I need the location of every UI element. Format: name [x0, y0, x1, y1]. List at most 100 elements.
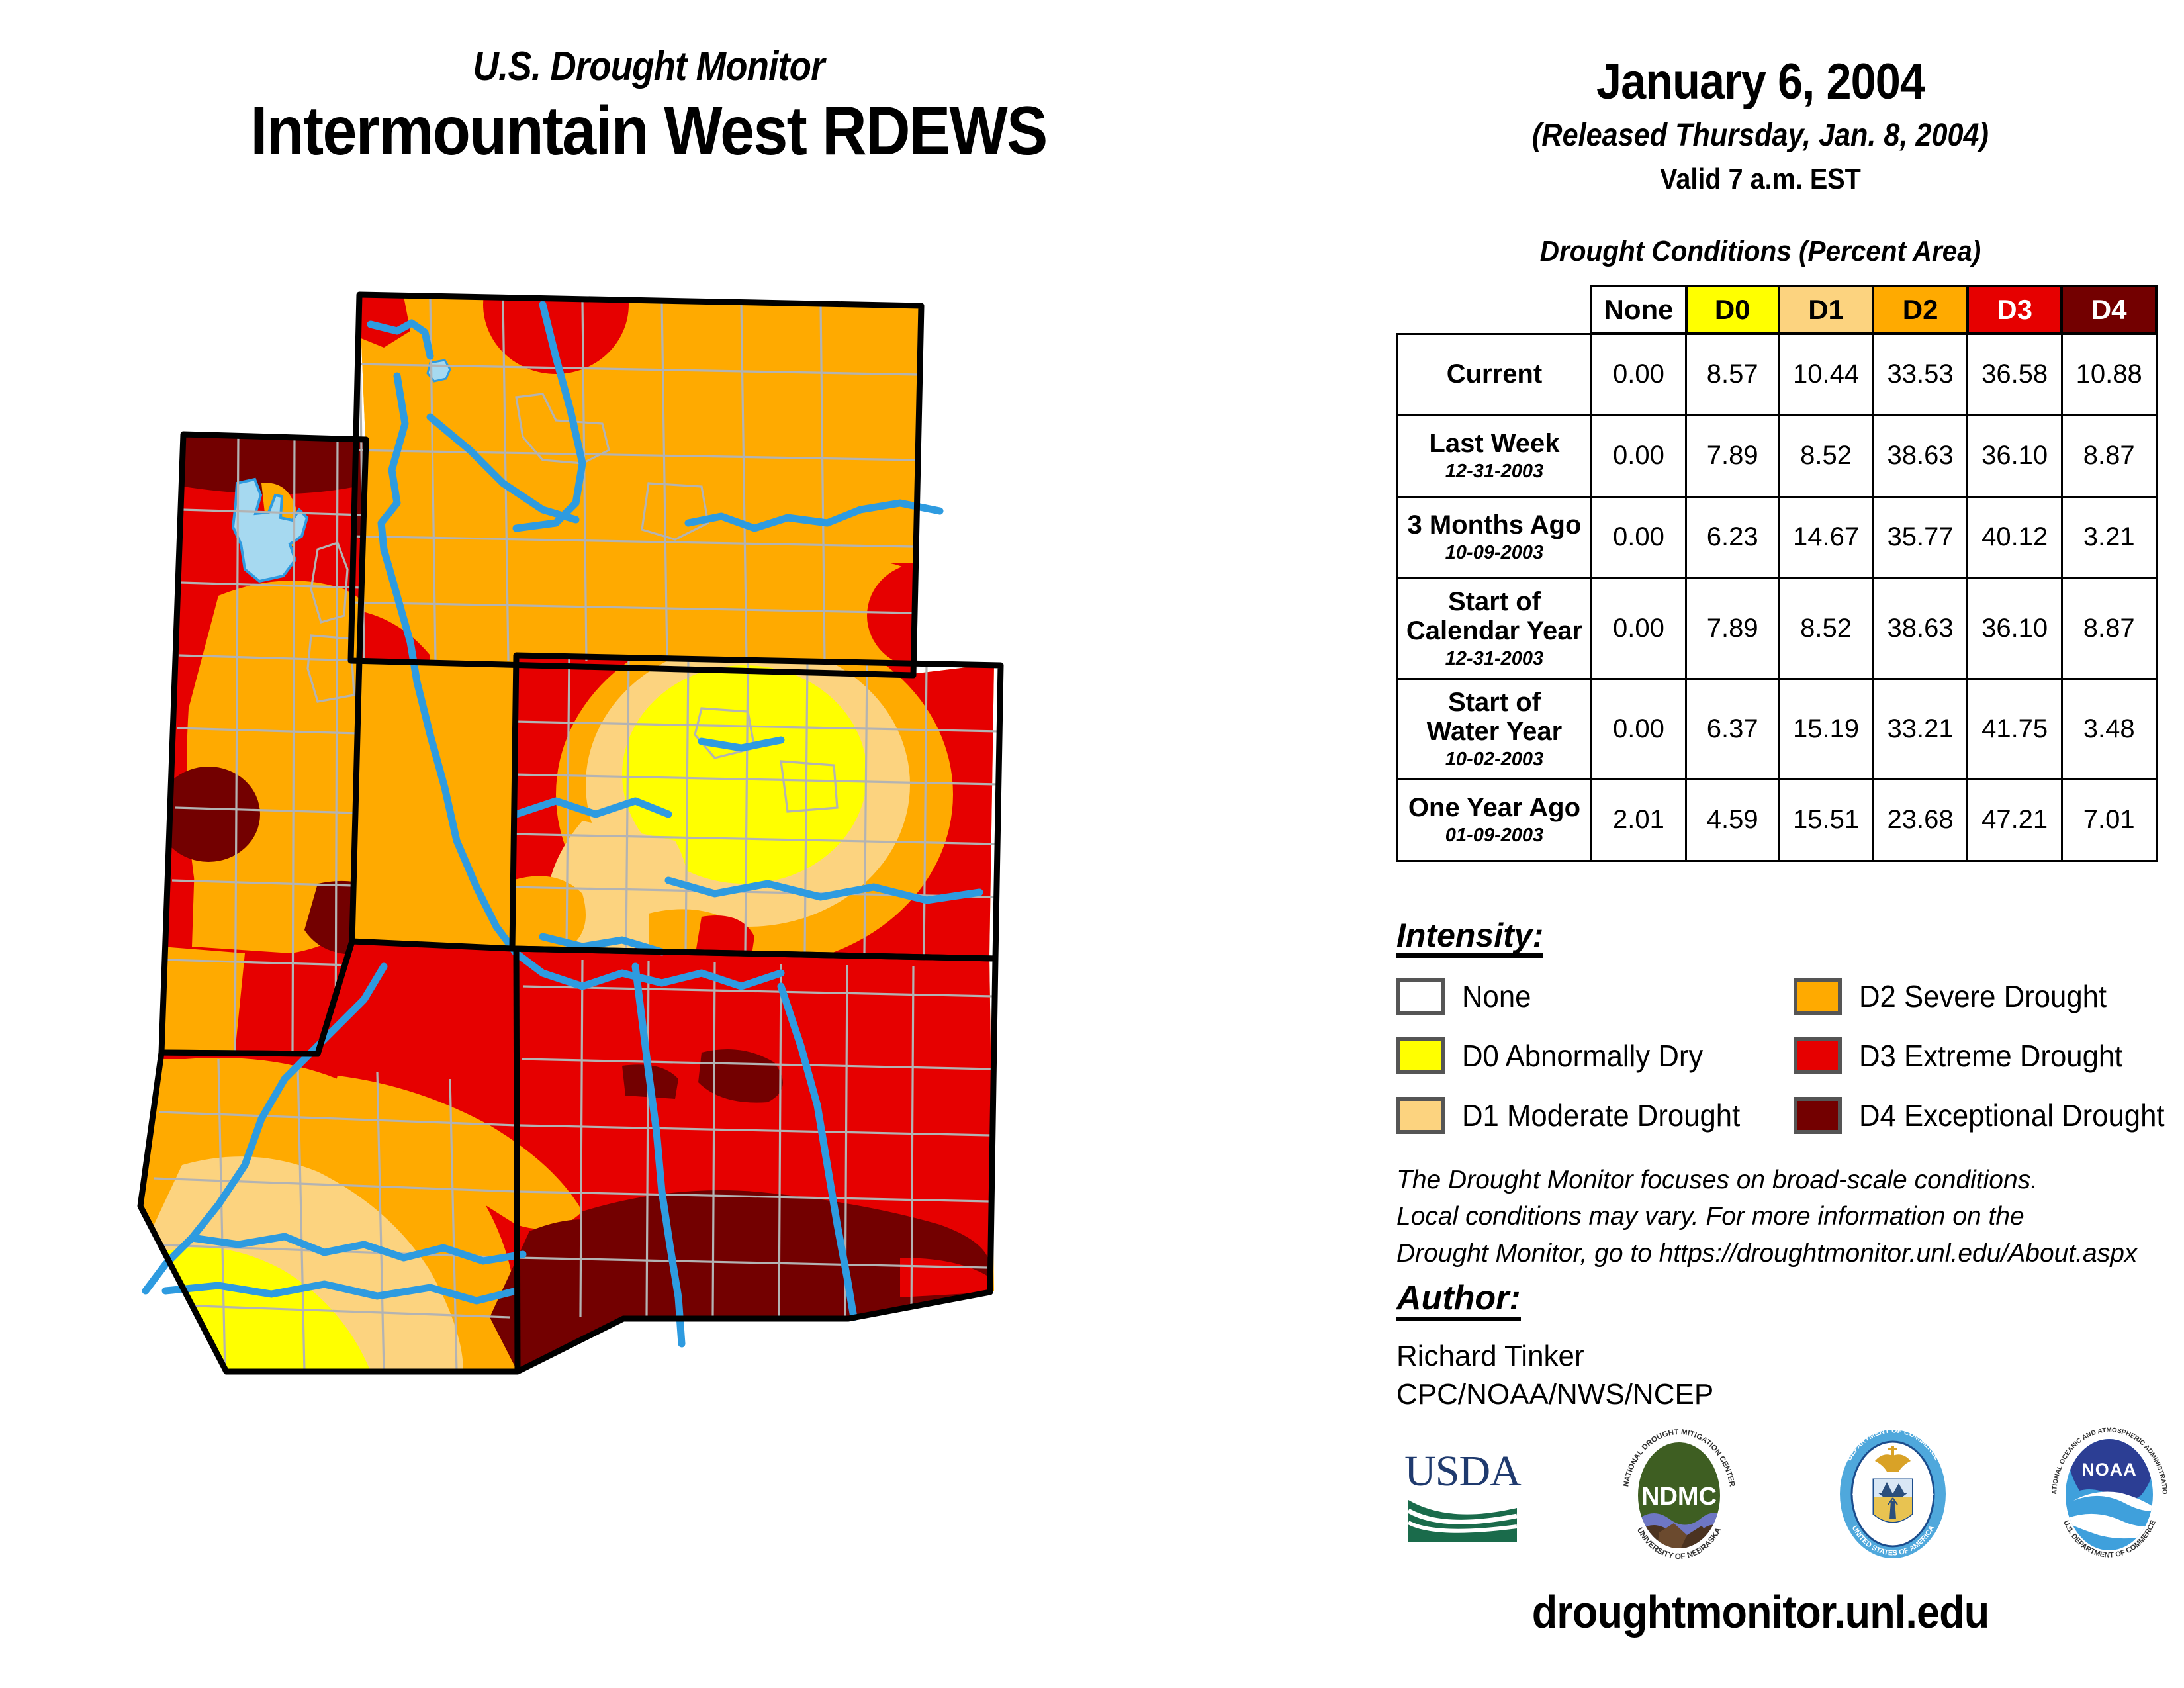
cell-d1: 10.44: [1778, 332, 1874, 416]
column-header-d4: D4: [2060, 285, 2158, 335]
legend-swatch-d0: [1396, 1037, 1445, 1074]
legend-item-none: None: [1396, 973, 1794, 1019]
water-bodies: [231, 359, 451, 583]
legend-label-d3: D3 Extreme Drought: [1859, 1039, 2123, 1073]
cell-d1: 14.67: [1778, 495, 1874, 579]
author-block: Richard Tinker CPC/NOAA/NWS/NCEP: [1396, 1337, 1713, 1414]
valid-date: January 6, 2004: [1596, 54, 1925, 110]
row-label-text: Start of Calendar Year: [1406, 586, 1582, 646]
drought-map[interactable]: [119, 285, 1297, 1569]
cell-d0: 4.59: [1685, 778, 1780, 862]
legend-swatch-d1: [1396, 1097, 1445, 1134]
legend-item-d1: D1 Moderate Drought: [1396, 1092, 1794, 1139]
agency-logos: USDA: [1396, 1413, 2177, 1579]
table-row: Current 0.00 8.57 10.44 33.53 36.58 10.88: [1396, 332, 2158, 416]
column-header-d1: D1: [1777, 285, 1875, 335]
county-boundaries: [142, 295, 1001, 1372]
table-row: Start of Water Year 10-02-2003 0.00 6.37 15.1…: [1396, 677, 2158, 780]
legend-label-none: None: [1462, 979, 1531, 1013]
row-label: Start of Water Year 10-02-2003: [1396, 677, 1592, 780]
cell-none: 0.00: [1590, 332, 1688, 416]
ndmc-logo: NDMC NATIONAL DROUGHT MITIGATION CENTER …: [1613, 1427, 1745, 1566]
row-label-text: 3 Months Ago: [1407, 510, 1582, 540]
cell-d1: 15.51: [1778, 778, 1874, 862]
usda-logo: USDA: [1396, 1436, 1529, 1556]
drought-map-svg[interactable]: [119, 285, 1297, 1569]
cell-d3: 40.12: [1966, 495, 2063, 579]
row-label-date: 01-09-2003: [1445, 825, 1544, 847]
table-body: Current 0.00 8.57 10.44 33.53 36.58 10.88 Last …: [1396, 332, 2158, 862]
legend-label-d0: D0 Abnormally Dry: [1462, 1039, 1704, 1073]
legend-swatch-d2: [1794, 978, 1842, 1015]
cell-d4: 3.21: [2060, 495, 2158, 579]
cell-none: 0.00: [1590, 677, 1688, 780]
row-label: 3 Months Ago 10-09-2003: [1396, 495, 1592, 579]
legend-swatch-d3: [1794, 1037, 1842, 1074]
table-corner-cell: [1397, 286, 1592, 334]
cell-d1: 8.52: [1778, 577, 1874, 680]
noaa-logo: NOAA NATIONAL OCEANIC AND ATMOSPHERIC AD…: [2039, 1421, 2177, 1566]
table-row: Start of Calendar Year 12-31-2003 0.00 7.89 8…: [1396, 577, 2158, 680]
table-row: One Year Ago 01-09-2003 2.01 4.59 15.51 23.68…: [1396, 778, 2158, 862]
svg-text:★: ★: [1851, 1489, 1860, 1500]
row-label-text: One Year Ago: [1408, 793, 1581, 823]
svg-text:NDMC: NDMC: [1641, 1483, 1717, 1511]
rivers: [142, 301, 983, 1348]
cell-d2: 33.53: [1872, 332, 1969, 416]
column-header-none: None: [1590, 285, 1688, 335]
row-label: Start of Calendar Year 12-31-2003: [1396, 577, 1592, 680]
cell-none: 0.00: [1590, 414, 1688, 498]
great-salt-lake: [231, 477, 309, 583]
disclaimer-line-1: The Drought Monitor focuses on broad-sca…: [1396, 1166, 2038, 1194]
row-label: One Year Ago 01-09-2003: [1396, 778, 1592, 862]
valid-time: Valid 7 a.m. EST: [1660, 163, 1861, 195]
map-panel: U.S. Drought Monitor Intermountain West …: [119, 44, 1297, 1569]
table-row: 3 Months Ago 10-09-2003 0.00 6.23 14.67 35.77…: [1396, 495, 2158, 579]
column-header-d3: D3: [1966, 285, 2064, 335]
author-name: Richard Tinker: [1396, 1340, 1584, 1372]
cell-none: 2.01: [1590, 778, 1688, 862]
disclaimer-line-3: Drought Monitor, go to https://droughtmo…: [1396, 1239, 2138, 1268]
legend-swatch-none: [1396, 978, 1445, 1015]
product-subtitle: U.S. Drought Monitor: [473, 44, 825, 89]
cell-d3: 36.10: [1966, 414, 2063, 498]
table-row: Last Week 12-31-2003 0.00 7.89 8.52 38.63 36.1…: [1396, 414, 2158, 498]
disclaimer-line-2: Local conditions may vary. For more info…: [1396, 1202, 2025, 1231]
author-affiliation: CPC/NOAA/NWS/NCEP: [1396, 1378, 1714, 1411]
cell-d0: 6.23: [1685, 495, 1780, 579]
row-label-text: Current: [1446, 359, 1543, 389]
intensity-heading: Intensity:: [1396, 919, 1544, 958]
row-label-date: 12-31-2003: [1445, 461, 1544, 483]
doc-logo: DEPARTMENT OF COMMERCE UNITED STATES OF …: [1829, 1427, 1958, 1566]
drought-shading: [139, 295, 994, 1370]
column-header-d0: D0: [1684, 285, 1780, 335]
cell-d1: 8.52: [1778, 414, 1874, 498]
cell-d4: 3.48: [2060, 677, 2158, 780]
footer-url[interactable]: droughtmonitor.unl.edu: [1531, 1586, 1989, 1638]
legend-item-d4: D4 Exceptional Drought: [1794, 1092, 2177, 1139]
drought-conditions-table: None D0 D1 D2 D3 D4 Current 0.00 8.57 10.44 33.53…: [1396, 285, 2158, 862]
row-label-date: 10-02-2003: [1445, 749, 1544, 771]
row-label-date: 10-09-2003: [1445, 542, 1544, 564]
info-panel: January 6, 2004 (Released Thursday, Jan.…: [1337, 0, 2184, 1688]
cell-d2: 35.77: [1872, 495, 1969, 579]
cell-none: 0.00: [1590, 495, 1688, 579]
product-title: Intermountain West RDEWS: [250, 93, 1048, 169]
legend-label-d1: D1 Moderate Drought: [1462, 1098, 1741, 1133]
cell-d3: 47.21: [1966, 778, 2063, 862]
cell-d2: 38.63: [1872, 577, 1969, 680]
svg-text:★: ★: [1927, 1489, 1935, 1500]
cell-d3: 41.75: [1966, 677, 2063, 780]
cell-d2: 38.63: [1872, 414, 1969, 498]
legend-label-d2: D2 Severe Drought: [1859, 979, 2107, 1013]
cell-none: 0.00: [1590, 577, 1688, 680]
disclaimer-text: The Drought Monitor focuses on broad-sca…: [1396, 1162, 2177, 1272]
cell-d2: 23.68: [1872, 778, 1969, 862]
cell-d3: 36.10: [1966, 577, 2063, 680]
legend-item-d2: D2 Severe Drought: [1794, 973, 2177, 1019]
row-label-text: Last Week: [1429, 429, 1560, 459]
intensity-legend: None D2 Severe Drought D0 Abnormally Dry D3…: [1396, 973, 2177, 1139]
legend-item-d0: D0 Abnormally Dry: [1396, 1033, 1794, 1079]
cell-d4: 10.88: [2060, 332, 2158, 416]
conditions-table-title: Drought Conditions (Percent Area): [1539, 235, 1981, 267]
